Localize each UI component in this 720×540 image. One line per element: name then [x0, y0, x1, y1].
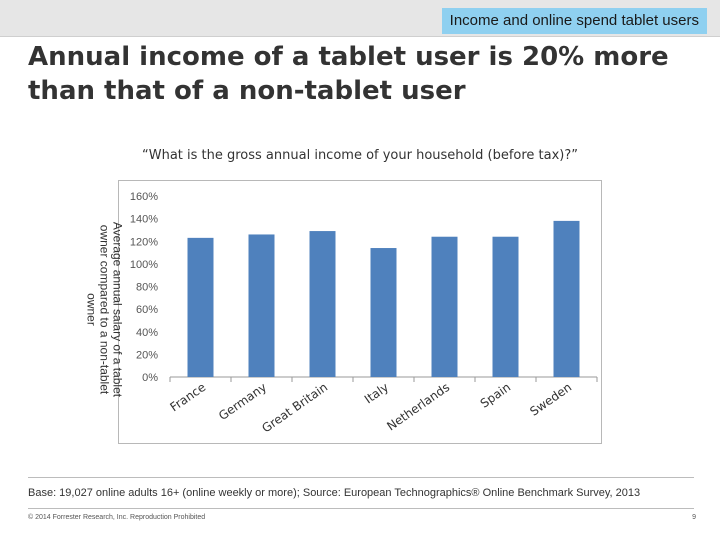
bar [431, 236, 458, 377]
y-tick-label: 100% [130, 259, 158, 271]
bottom-divider [28, 508, 694, 509]
x-tick-label: Italy [362, 380, 391, 406]
section-tag: Income and online spend tablet users [441, 8, 707, 34]
x-tick-label: Spain [478, 380, 513, 411]
y-tick-label: 120% [130, 236, 158, 248]
y-tick-label: 140% [130, 214, 158, 226]
header-divider [0, 36, 720, 37]
page-number: 9 [692, 514, 696, 521]
x-tick-label: Sweden [527, 380, 574, 419]
y-tick-label: 0% [142, 372, 158, 384]
base-note: Base: 19,027 online adults 16+ (online w… [28, 487, 641, 499]
y-tick-label: 20% [136, 349, 158, 361]
y-tick-label: 80% [136, 282, 158, 294]
survey-question: “What is the gross annual income of your… [141, 148, 578, 163]
bar [492, 236, 519, 377]
bar [309, 231, 336, 377]
bar [553, 220, 580, 377]
bar [370, 248, 397, 377]
bar [248, 234, 275, 377]
footer-divider [28, 477, 694, 478]
y-tick-label: 60% [136, 304, 158, 316]
x-tick-label: Germany [216, 380, 269, 423]
slide-title: Annual income of a tablet user is 20% mo… [28, 42, 669, 106]
x-tick-label: France [168, 380, 209, 414]
copyright: © 2014 Forrester Research, Inc. Reproduc… [28, 514, 206, 521]
bar [187, 237, 214, 377]
y-tick-label: 160% [130, 191, 158, 203]
x-tick-label: Great Britain [259, 380, 330, 435]
x-tick-label: Netherlands [384, 380, 452, 433]
y-tick-label: 40% [136, 327, 158, 339]
